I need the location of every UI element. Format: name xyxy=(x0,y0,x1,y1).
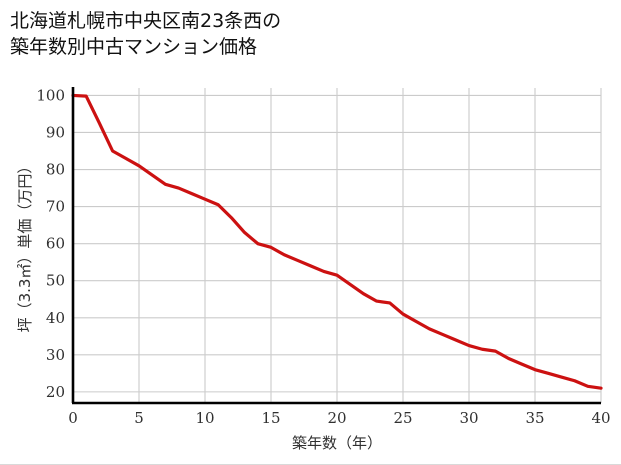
y-tick-label: 50 xyxy=(46,272,65,290)
y-axis-title: 坪（3.3㎡）単価（万円） xyxy=(16,159,34,333)
y-tick-label: 20 xyxy=(46,383,65,401)
x-tick-label: 30 xyxy=(459,409,478,427)
y-tick-label: 30 xyxy=(46,346,65,364)
x-tick-label: 10 xyxy=(195,409,214,427)
x-tick-label: 25 xyxy=(393,409,412,427)
x-tick-label: 5 xyxy=(134,409,144,427)
x-tick-label: 15 xyxy=(261,409,280,427)
y-tick-label: 70 xyxy=(46,198,65,216)
price-line-series xyxy=(71,93,603,390)
x-tick-label: 40 xyxy=(591,409,610,427)
x-axis-title: 築年数（年） xyxy=(292,434,382,452)
y-tick-label: 60 xyxy=(46,235,65,253)
y-tick-label: 40 xyxy=(46,309,65,327)
chart-axes xyxy=(71,87,601,405)
grid-lines xyxy=(73,88,602,403)
x-tick-label: 20 xyxy=(327,409,346,427)
y-tick-label: 80 xyxy=(46,161,65,179)
price-line xyxy=(71,93,603,390)
x-tick-label: 0 xyxy=(68,409,78,427)
axis-titles: 築年数（年） 坪（3.3㎡）単価（万円） xyxy=(16,159,382,452)
x-tick-label: 35 xyxy=(525,409,544,427)
y-tick-label: 100 xyxy=(36,86,65,104)
tick-labels: 20 30 40 50 60 70 80 90 100 0 5 10 15 20 25 30 35 40 xyxy=(36,86,610,427)
chart-title: 北海道札幌市中央区南23条西の 築年数別中古マンション価格 xyxy=(10,10,282,58)
y-tick-label: 90 xyxy=(46,123,65,141)
